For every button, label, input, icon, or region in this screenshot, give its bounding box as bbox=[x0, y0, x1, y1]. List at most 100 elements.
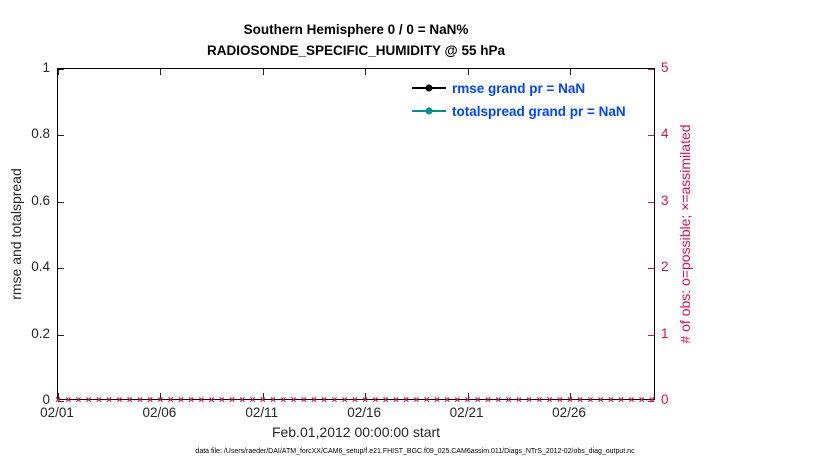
data-file-caption: data file: /Users/raeder/DAI/ATM_forcXX/… bbox=[195, 448, 635, 455]
obs-assimilated-marker: × bbox=[608, 395, 614, 406]
chart-title-line2: RADIOSONDE_SPECIFIC_HUMIDITY @ 55 hPa bbox=[207, 43, 505, 58]
x-tick-mark bbox=[160, 393, 162, 399]
obs-assimilated-marker: × bbox=[259, 395, 266, 406]
obs-assimilated-marker: × bbox=[444, 395, 451, 406]
obs-assimilated-marker: × bbox=[556, 395, 563, 406]
y-right-tick-mark bbox=[648, 69, 654, 70]
y-left-tick-mark bbox=[58, 201, 64, 203]
chart-title-line1: Southern Hemisphere 0 / 0 = NaN% bbox=[243, 22, 469, 37]
obs-assimilated-marker: × bbox=[392, 395, 399, 406]
y-right-tick-label: 0 bbox=[661, 392, 669, 407]
obs-assimilated-marker: × bbox=[546, 395, 553, 406]
obs-assimilated-marker: × bbox=[208, 395, 215, 406]
obs-assimilated-marker: × bbox=[341, 395, 348, 406]
obs-assimilated-marker: × bbox=[157, 395, 164, 406]
obs-assimilated-marker: × bbox=[567, 395, 573, 406]
obs-assimilated-marker: × bbox=[280, 395, 287, 406]
obs-assimilated-marker: × bbox=[485, 395, 491, 406]
y-left-tick-label: 0.8 bbox=[31, 126, 50, 142]
obs-assimilated-marker: × bbox=[321, 395, 328, 406]
obs-assimilated-marker: × bbox=[648, 395, 655, 406]
obs-assimilated-marker: × bbox=[638, 395, 645, 406]
y-left-tick-label: 0 bbox=[42, 392, 50, 407]
x-tick-label: 02/16 bbox=[347, 405, 382, 420]
x-tick-label: 02/26 bbox=[552, 405, 586, 420]
obs-assimilated-marker: × bbox=[239, 395, 246, 406]
y-left-tick-label: 0.4 bbox=[31, 259, 50, 275]
x-tick-mark bbox=[467, 69, 469, 75]
obs-assimilated-marker: × bbox=[495, 395, 502, 406]
y-right-tick-label: 4 bbox=[661, 126, 669, 142]
obs-assimilated-marker: × bbox=[331, 395, 338, 406]
obs-assimilated-marker: × bbox=[618, 395, 625, 406]
x-tick-mark bbox=[569, 69, 571, 75]
obs-assimilated-marker: × bbox=[229, 395, 235, 406]
obs-assimilated-marker: × bbox=[116, 395, 123, 406]
obs-assimilated-marker: × bbox=[106, 395, 113, 406]
y-left-tick-mark bbox=[58, 401, 64, 402]
legend-dot-marker bbox=[425, 84, 433, 92]
y-left-tick-label: 0.2 bbox=[31, 325, 50, 341]
obs-assimilated-marker: × bbox=[474, 395, 481, 406]
obs-assimilated-marker: × bbox=[96, 395, 102, 406]
x-axis-label: Feb.01,2012 00:00:00 start bbox=[271, 424, 441, 440]
obs-assimilated-marker: × bbox=[300, 395, 307, 406]
y-left-tick-mark bbox=[58, 69, 64, 70]
obs-assimilated-marker: × bbox=[526, 395, 532, 406]
obs-assimilated-marker: × bbox=[597, 395, 604, 406]
obs-assimilated-marker: × bbox=[587, 395, 594, 406]
obs-assimilated-marker: × bbox=[249, 395, 256, 406]
obs-assimilated-marker: × bbox=[403, 395, 410, 406]
legend-item-label: rmse grand pr = NaN bbox=[452, 80, 586, 96]
x-tick-mark bbox=[58, 393, 59, 399]
legend: rmse grand pr = NaN totalspread grand pr … bbox=[412, 80, 626, 119]
obs-assimilated-marker: × bbox=[464, 395, 471, 406]
y-right-tick-mark bbox=[648, 201, 654, 203]
y-left-tick-label: 1 bbox=[42, 60, 50, 75]
y-right-tick-label: 5 bbox=[661, 60, 669, 75]
obs-assimilated-marker: × bbox=[382, 395, 389, 406]
x-tick-mark bbox=[467, 393, 469, 399]
obs-assimilated-marker: × bbox=[433, 395, 440, 406]
obs-assimilated-marker: × bbox=[505, 395, 512, 406]
obs-assimilated-marker: × bbox=[311, 395, 317, 406]
obs-assimilated-marker: × bbox=[372, 395, 379, 406]
y-right-tick-mark bbox=[648, 334, 654, 336]
obs-assimilated-marker: × bbox=[85, 395, 92, 406]
y-right-tick-mark bbox=[648, 268, 654, 270]
y-right-tick-mark bbox=[648, 135, 654, 137]
obs-assimilated-marker: × bbox=[577, 395, 584, 406]
x-tick-mark bbox=[58, 69, 59, 75]
obs-assimilated-marker: × bbox=[147, 395, 154, 406]
obs-assimilated-marker: × bbox=[75, 395, 82, 406]
obs-assimilated-marker: × bbox=[352, 395, 358, 406]
obs-assimilated-marker: × bbox=[454, 395, 461, 406]
legend-dot-marker bbox=[425, 107, 433, 115]
obs-assimilated-marker: × bbox=[413, 395, 420, 406]
y-axis-label-left: rmse and totalspread bbox=[8, 168, 24, 300]
y-right-tick-label: 3 bbox=[661, 192, 669, 208]
y-right-tick-label: 2 bbox=[661, 259, 669, 275]
x-tick-mark bbox=[160, 69, 162, 75]
obs-assimilated-marker: × bbox=[270, 395, 276, 406]
obs-assimilated-marker: × bbox=[515, 395, 522, 406]
obs-assimilated-marker: × bbox=[126, 395, 133, 406]
obs-assimilated-marker: × bbox=[198, 395, 205, 406]
obs-assimilated-marker: × bbox=[167, 395, 174, 406]
y-axis-label-right: # of obs: o=possible; ×=assimilated bbox=[677, 124, 693, 344]
y-left-tick-mark bbox=[58, 268, 64, 270]
obs-assimilated-marker: × bbox=[536, 395, 543, 406]
y-left-tick-label: 0.6 bbox=[31, 192, 50, 208]
x-tick-mark bbox=[365, 393, 367, 399]
obs-assimilated-marker: × bbox=[423, 395, 430, 406]
legend-line-sample bbox=[412, 84, 446, 92]
x-tick-label: 02/11 bbox=[245, 405, 279, 420]
obs-assimilated-marker: × bbox=[218, 395, 225, 406]
legend-item: totalspread grand pr = NaN bbox=[412, 103, 626, 119]
obs-assimilated-marker: × bbox=[65, 395, 72, 406]
obs-assimilated-marker: × bbox=[628, 395, 635, 406]
y-left-tick-mark bbox=[58, 135, 64, 137]
y-right-tick-mark bbox=[648, 401, 654, 402]
x-tick-label: 02/01 bbox=[40, 405, 74, 420]
